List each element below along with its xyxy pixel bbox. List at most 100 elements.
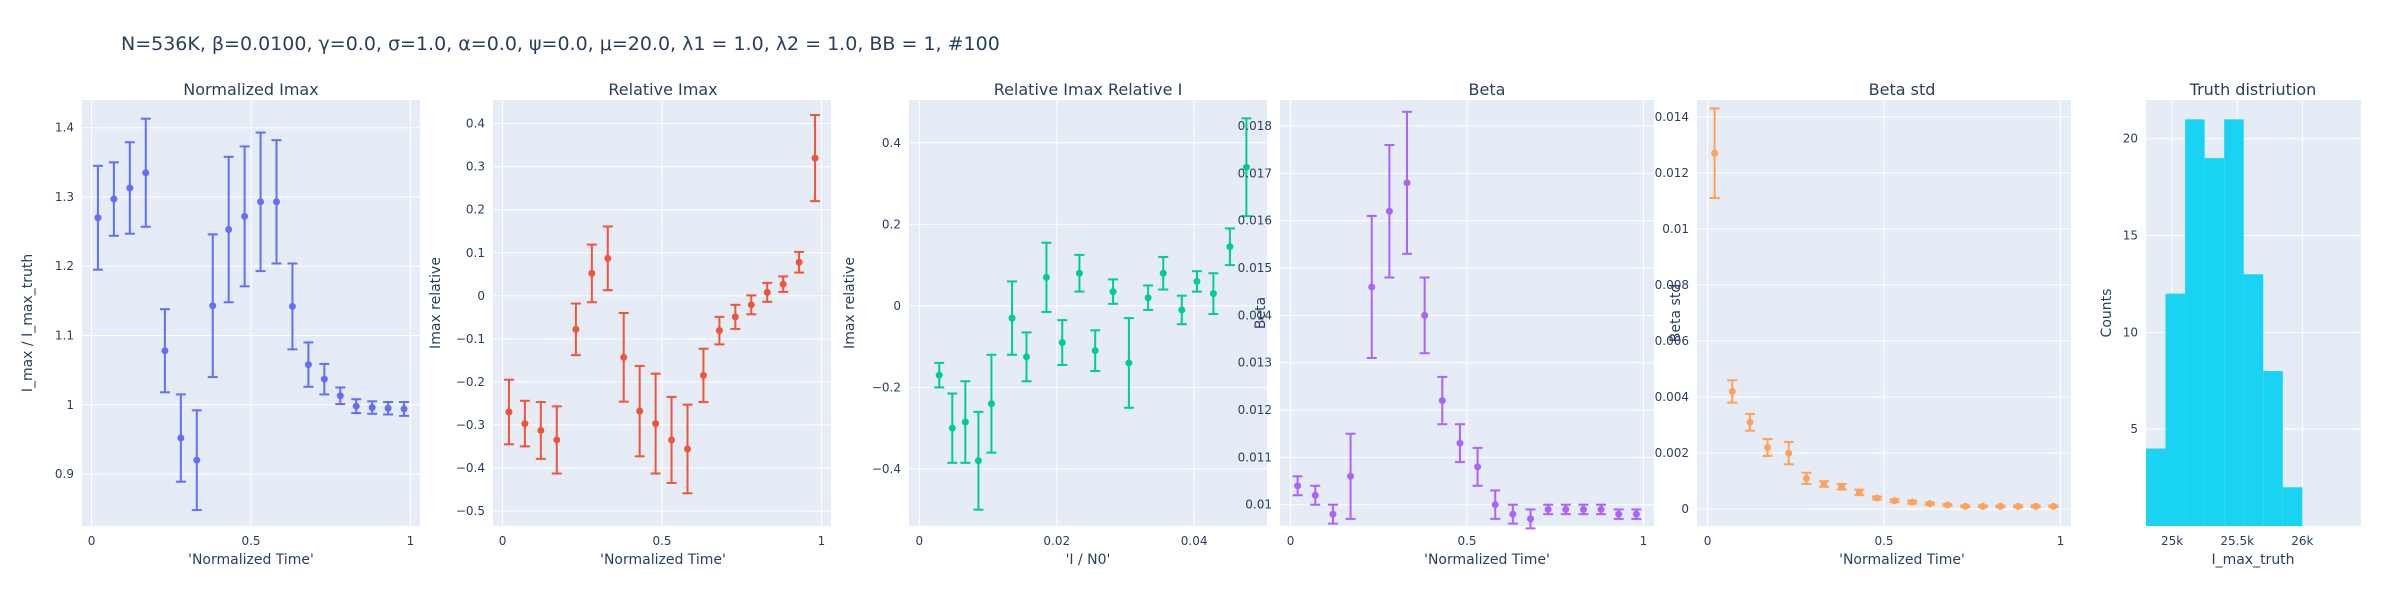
data-point: [1329, 510, 1337, 518]
x-axis-label: 'Normalized Time': [1839, 552, 1965, 568]
data-point: [1908, 498, 1916, 506]
data-point: [747, 301, 755, 309]
data-point: [1125, 359, 1133, 367]
data-point: [588, 269, 596, 277]
data-point: [225, 226, 233, 234]
data-point: [1926, 500, 1934, 508]
data-point: [763, 288, 771, 296]
data-point: [652, 420, 660, 428]
data-point: [1785, 449, 1793, 457]
data-point: [1209, 290, 1217, 298]
y-axis-label: Imax relative: [428, 257, 444, 349]
data-point: [1193, 277, 1201, 285]
y-tick-label: −0.4: [456, 461, 485, 475]
x-tick-label: 0.5: [241, 534, 260, 548]
data-point: [935, 371, 943, 379]
x-tick-label: 1: [2057, 534, 2065, 548]
data-point: [2049, 502, 2057, 510]
y-tick-label: 0.013: [1238, 356, 1272, 370]
y-tick-label: 0.4: [466, 117, 485, 131]
data-point: [1527, 515, 1535, 523]
data-point: [209, 302, 217, 310]
data-point: [1544, 505, 1552, 513]
subplot-relative-imax: −0.5 −0.4 −0.3 −0.2 −0.1 0 0.1 0.2 0.3 0.4 0 0.5 1 R…: [428, 80, 831, 568]
histogram-bar: [2243, 274, 2264, 526]
data-point: [241, 212, 249, 220]
data-point: [811, 154, 819, 162]
x-axis-label: 'Normalized Time': [188, 552, 314, 568]
y-tick-label: 5: [2130, 422, 2138, 436]
data-point: [1746, 418, 1754, 426]
data-point: [1144, 294, 1152, 302]
data-point: [1311, 491, 1319, 499]
data-point: [1855, 488, 1863, 496]
data-point: [1294, 482, 1302, 490]
data-point: [1421, 311, 1429, 319]
data-point: [126, 184, 134, 192]
data-point: [1891, 497, 1899, 505]
data-point: [1242, 163, 1250, 171]
y-tick-label: 0.1: [466, 246, 485, 260]
y-tick-label: 0.002: [1655, 446, 1689, 460]
data-point: [1764, 444, 1772, 452]
x-axis-label: 'I / N0': [1066, 552, 1111, 568]
subplot-normalized-imax: 0.9 1 1.1 1.2 1.3 1.4 0 0.5 1 Normalized Imax 'N…: [20, 80, 420, 568]
data-point: [604, 254, 612, 262]
y-tick-label: 0.004: [1655, 390, 1689, 404]
data-point: [1491, 501, 1499, 509]
data-point: [1042, 273, 1050, 281]
x-tick-label: 0: [915, 534, 923, 548]
data-point: [1632, 510, 1640, 518]
y-tick-label: 0.4: [882, 136, 901, 150]
data-point: [1385, 207, 1393, 215]
data-point: [1075, 269, 1083, 277]
data-point: [1178, 306, 1186, 314]
data-point: [94, 214, 102, 222]
subplot-beta: 0.01 0.011 0.012 0.013 0.014 0.015 0.016 0.017 0…: [1238, 80, 1654, 568]
subplot-truth-distribution: 5 10 15 20 25k 25.5k 26k Truth distriution I_m…: [2099, 80, 2361, 568]
x-axis-label: 'Normalized Time': [600, 552, 726, 568]
y-axis-label: Counts: [2099, 289, 2115, 338]
data-point: [1456, 439, 1464, 447]
y-tick-label: 0.3: [466, 160, 485, 174]
histogram-bar: [2146, 448, 2166, 526]
data-point: [553, 436, 561, 444]
data-point: [1996, 502, 2004, 510]
y-tick-label: 0: [893, 299, 901, 313]
x-tick-label: 0: [1704, 534, 1712, 548]
data-point: [193, 456, 201, 464]
y-tick-label: 1.1: [55, 329, 74, 343]
data-point: [161, 347, 169, 355]
data-point: [1091, 347, 1099, 355]
y-tick-label: 0.014: [1655, 110, 1689, 124]
x-tick-label: 0: [88, 534, 96, 548]
data-point: [1711, 149, 1719, 157]
data-point: [1562, 505, 1570, 513]
subplot-title: Truth distriution: [2189, 80, 2317, 99]
data-point: [1058, 339, 1066, 347]
x-axis-label: I_max_truth: [2211, 552, 2294, 568]
data-point: [1474, 463, 1482, 471]
y-tick-label: 0.016: [1238, 214, 1272, 228]
data-point: [1403, 179, 1411, 187]
data-point: [1509, 510, 1517, 518]
data-point: [1961, 502, 1969, 510]
y-tick-label: −0.5: [456, 504, 485, 518]
data-point: [987, 400, 995, 408]
y-axis-label: Beta: [1253, 297, 1269, 329]
data-point: [352, 402, 360, 410]
x-tick-label: 1: [1640, 534, 1648, 548]
y-tick-label: 1: [66, 398, 74, 412]
x-tick-label: 0.04: [1181, 534, 1208, 548]
x-tick-label: 0: [1287, 534, 1295, 548]
data-point: [699, 371, 707, 379]
histogram-bar: [2224, 119, 2244, 526]
x-tick-label: 25k: [2161, 534, 2183, 548]
subplot-title: Beta: [1469, 80, 1506, 99]
histogram-bar: [2165, 293, 2186, 526]
data-point: [336, 392, 344, 400]
data-point: [273, 198, 281, 206]
y-tick-label: 0.018: [1238, 119, 1272, 133]
data-point: [288, 302, 296, 310]
data-point: [384, 404, 392, 412]
